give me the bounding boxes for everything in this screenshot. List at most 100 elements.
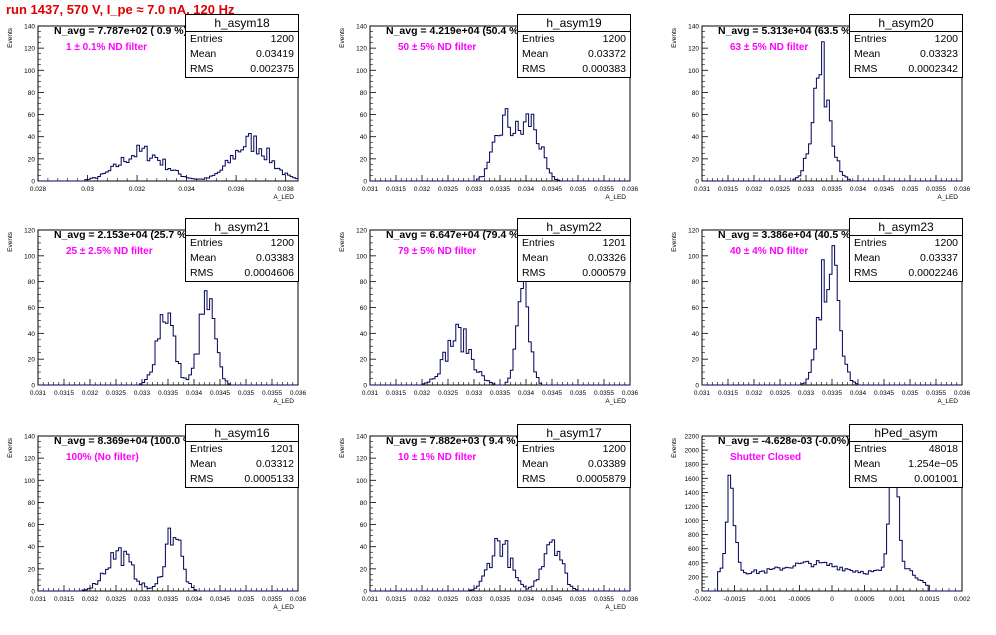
x-tick-label: 0.0325 [438, 596, 458, 603]
x-tick-label: 0.0335 [822, 390, 842, 397]
x-tick-label: 0.0355 [926, 390, 946, 397]
stats-label: Entries [854, 443, 887, 455]
y-tick-label: 60 [28, 112, 36, 119]
stats-row: RMS 0.0005133 [186, 472, 298, 487]
stats-value: 0.0002246 [908, 267, 958, 279]
filter-label: 100% (No filter) [66, 452, 139, 463]
x-tick-label: 0.0335 [158, 390, 178, 397]
histogram-line-h_asym21 [38, 290, 298, 386]
x-tick-label: 0.0315 [386, 390, 406, 397]
y-axis-label: Events [671, 231, 678, 252]
stats-value: 0.0002342 [908, 63, 958, 75]
histogram-line-h_asym23 [702, 245, 962, 386]
x-tick-label: 0.0345 [210, 390, 230, 397]
y-tick-label: 60 [692, 305, 700, 312]
x-tick-label: 0.0325 [770, 186, 790, 193]
filter-label: 63 ± 5% ND filter [730, 42, 809, 53]
stats-label: Mean [190, 458, 217, 470]
x-tick-label: 0.0355 [926, 186, 946, 193]
x-tick-label: 0.028 [30, 186, 47, 193]
x-tick-label: 0.036 [290, 390, 307, 397]
stats-row: Mean 0.03323 [850, 47, 962, 62]
x-axis-label: A_LED [605, 194, 626, 201]
y-tick-label: 0 [31, 179, 35, 186]
x-tick-label: 0.032 [414, 186, 431, 193]
stats-label: Entries [522, 443, 555, 455]
stats-value: 1200 [602, 443, 626, 455]
x-tick-label: 0.0335 [490, 186, 510, 193]
stats-label: Entries [854, 237, 887, 249]
y-tick-label: 600 [688, 546, 699, 553]
histogram-panel-hPed_asym: 0 200 400 600 800 1000 1200 1400 1600 1800 2000 220… [664, 424, 996, 635]
x-tick-label: 0.033 [798, 390, 815, 397]
stats-label: Entries [190, 237, 223, 249]
y-tick-label: 20 [360, 566, 368, 573]
x-tick-label: 0.0335 [822, 186, 842, 193]
y-tick-label: 140 [356, 24, 367, 31]
x-tick-label: 0.0345 [874, 186, 894, 193]
stats-value: 1200 [934, 237, 958, 249]
x-tick-label: 0.0355 [594, 596, 614, 603]
stats-row: Mean 1.254e−05 [850, 457, 962, 472]
y-tick-label: 100 [356, 253, 367, 260]
stats-box: h_asym18 Entries 1200 Mean 0.03419 RMS 0.00237… [185, 14, 299, 78]
x-tick-label: 0.035 [238, 596, 255, 603]
stats-label: Entries [522, 237, 555, 249]
y-tick-label: 0 [695, 589, 699, 596]
y-axis-label: Events [671, 437, 678, 458]
stats-box: h_asym17 Entries 1200 Mean 0.03389 RMS 0.00058… [517, 424, 631, 488]
y-tick-label: 0 [363, 179, 367, 186]
histogram-svg-h_asym17: 0 20 40 60 80 100 120 140 0.031 0.0315 0.032 0.0325… [339, 434, 639, 612]
y-tick-label: 100 [688, 253, 699, 260]
y-tick-label: 80 [360, 90, 368, 97]
histogram-line-h_asym20 [702, 41, 962, 182]
x-tick-label: 0.034 [186, 596, 203, 603]
x-tick-label: 0.031 [362, 596, 379, 603]
x-tick-label: 0.031 [694, 186, 711, 193]
stats-row: Entries 1200 [850, 32, 962, 47]
y-tick-label: 80 [28, 279, 36, 286]
x-tick-label: 0.038 [277, 186, 294, 193]
stats-value: 0.000579 [582, 267, 626, 279]
stats-label: Mean [854, 48, 881, 60]
x-tick-label: 0.031 [30, 390, 47, 397]
x-tick-label: 0.0355 [594, 390, 614, 397]
x-tick-label: 0.036 [622, 186, 639, 193]
stats-box: h_asym21 Entries 1200 Mean 0.03383 RMS 0.00046… [185, 218, 299, 282]
x-tick-label: 0.0015 [920, 596, 940, 603]
x-tick-label: 0.0355 [262, 596, 282, 603]
stats-box-title: h_asym16 [186, 425, 298, 442]
y-tick-label: 20 [360, 357, 368, 364]
x-tick-label: 0.033 [466, 596, 483, 603]
y-tick-label: 40 [692, 134, 700, 141]
x-axis-label: A_LED [937, 194, 958, 201]
stats-box-title: h_asym18 [186, 15, 298, 32]
x-tick-label: 0.033 [798, 186, 815, 193]
stats-value: 0.03337 [920, 252, 958, 264]
x-tick-label: 0.032 [414, 596, 431, 603]
stats-label: Entries [854, 33, 887, 45]
stats-value: 0.03372 [588, 48, 626, 60]
x-tick-label: 0.0345 [210, 596, 230, 603]
n-avg-label: N_avg = 7.882e+03 ( 9.4 %) [386, 435, 520, 447]
stats-value: 48018 [928, 443, 958, 455]
x-tick-label: 0.03 [81, 186, 94, 193]
stats-row: RMS 0.0002342 [850, 62, 962, 77]
stats-value: 0.03389 [588, 458, 626, 470]
stats-box-title: hPed_asym [850, 425, 962, 442]
stats-box-title: h_asym21 [186, 219, 298, 236]
x-tick-label: 0.0315 [54, 390, 74, 397]
y-tick-label: 20 [360, 156, 368, 163]
stats-value: 0.03323 [920, 48, 958, 60]
stats-box: h_asym19 Entries 1200 Mean 0.03372 RMS 0.00038… [517, 14, 631, 78]
x-tick-label: 0.036 [228, 186, 245, 193]
x-tick-label: 0.034 [518, 596, 535, 603]
stats-label: RMS [522, 473, 546, 485]
stats-value: 1200 [934, 33, 958, 45]
stats-label: Entries [522, 33, 555, 45]
y-tick-label: 80 [360, 279, 368, 286]
filter-label: 1 ± 0.1% ND filter [66, 42, 148, 53]
filter-label: 25 ± 2.5% ND filter [66, 246, 153, 257]
x-tick-label: 0.035 [570, 390, 587, 397]
histogram-svg-hPed_asym: 0 200 400 600 800 1000 1200 1400 1600 1800 2000 220… [671, 434, 971, 604]
